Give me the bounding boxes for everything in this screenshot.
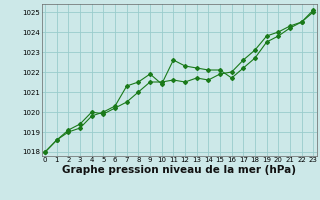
X-axis label: Graphe pression niveau de la mer (hPa): Graphe pression niveau de la mer (hPa) — [62, 165, 296, 175]
